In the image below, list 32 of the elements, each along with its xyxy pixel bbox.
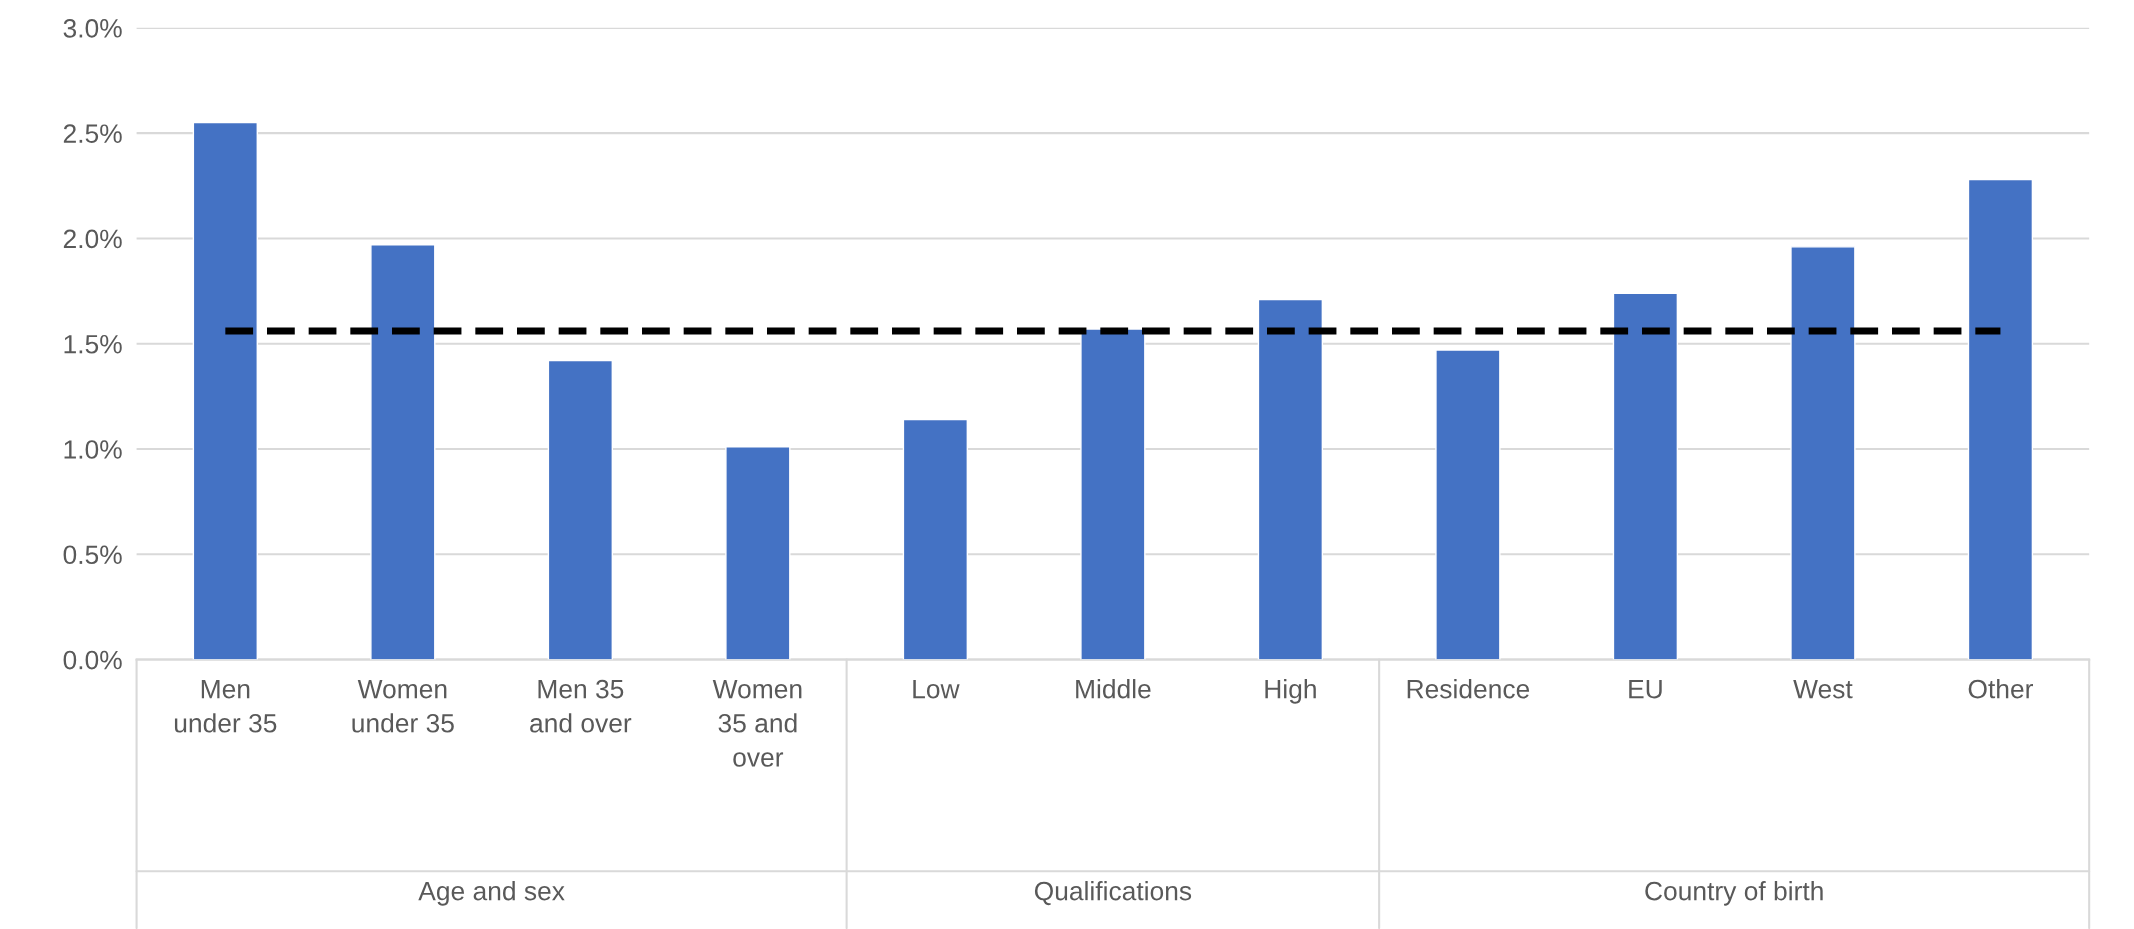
text: Country of birth <box>1645 881 1823 906</box>
y-tick-label: 0.0% <box>63 650 122 670</box>
bar <box>1435 349 1501 660</box>
x-tick-label: EU <box>1629 680 1662 699</box>
y-tick-label: 1.0% <box>64 440 122 459</box>
y-tick-label: 3.0% <box>63 19 122 38</box>
x-tick-label: Middle <box>1076 679 1151 699</box>
x-tick-label: Men 35 and over <box>530 679 632 733</box>
x-tick-label: West <box>1793 680 1853 699</box>
x-tick-label: Women 35 and over <box>712 680 802 767</box>
bar <box>725 446 791 660</box>
bar <box>1080 328 1146 660</box>
bar <box>902 418 969 660</box>
y-tick-label: 2.5% <box>63 124 122 143</box>
bar <box>192 121 258 660</box>
x-tick-label: High <box>1265 679 1316 704</box>
text: Qualifications <box>1034 881 1192 906</box>
y-tick-label: 2.0% <box>63 229 122 249</box>
y-tick-label: 0.5% <box>63 545 122 565</box>
bar <box>1790 246 1856 660</box>
bar <box>1257 298 1324 660</box>
bar <box>1967 178 2034 660</box>
bar <box>1612 292 1679 660</box>
x-tick-label: Residence <box>1407 679 1530 699</box>
bar <box>547 359 613 660</box>
text: Age and sex <box>418 881 565 906</box>
bar <box>370 244 436 660</box>
x-tick-label: Other <box>1968 679 2033 699</box>
x-tick-label: Men under 35 <box>174 680 277 733</box>
x-tick-label: Women under 35 <box>352 680 454 733</box>
x-tick-label: Low <box>913 680 960 699</box>
y-tick-label: 1.5% <box>64 334 122 354</box>
